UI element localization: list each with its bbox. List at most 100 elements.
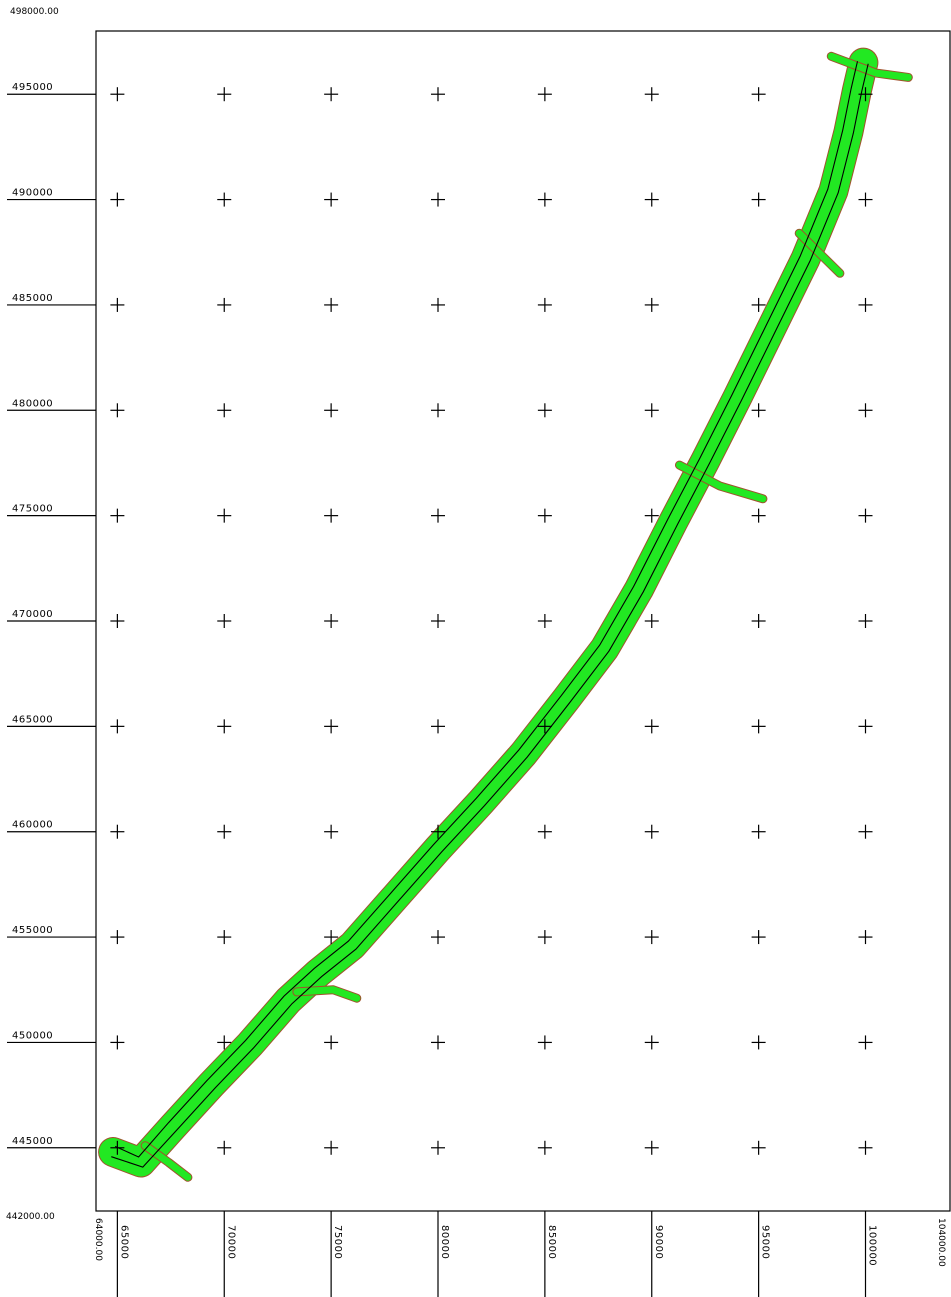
x-tick-label: 90000 (653, 1225, 664, 1259)
grid-cross-markers (110, 87, 873, 1155)
grid-cross (858, 719, 873, 734)
grid-cross (751, 297, 766, 312)
corridor-branch (827, 52, 912, 81)
grid-cross (858, 403, 873, 418)
grid-cross (751, 614, 766, 628)
grid-cross (858, 192, 873, 207)
x-tick-label: 80000 (439, 1225, 450, 1259)
x-tick-label: 75000 (332, 1225, 343, 1259)
grid-cross (537, 403, 552, 418)
grid-cross (858, 508, 873, 523)
grid-cross (217, 87, 232, 102)
grid-cross (324, 1035, 339, 1050)
grid-cross (217, 930, 232, 945)
grid-cross (858, 614, 873, 628)
y-tick-label: 455000 (12, 925, 53, 936)
y-tick-label: 450000 (12, 1030, 53, 1041)
grid-cross (431, 719, 445, 734)
grid-cross (431, 508, 445, 523)
grid-cross (537, 824, 552, 839)
y-tick-label: 460000 (12, 820, 53, 831)
grid-cross (644, 930, 659, 945)
grid-cross (324, 719, 339, 734)
grid-cross (537, 1140, 552, 1155)
grid-cross (431, 614, 445, 628)
y-tick-label: 445000 (12, 1136, 53, 1147)
corner-label-y-max: 498000.00 (10, 7, 59, 17)
grid-cross (324, 614, 339, 628)
grid-cross (751, 1140, 766, 1155)
grid-cross (324, 87, 339, 102)
y-tick-label: 495000 (12, 82, 53, 93)
y-tick-label: 480000 (12, 398, 53, 409)
grid-cross (644, 719, 659, 734)
grid-cross (217, 508, 232, 523)
grid-cross (644, 403, 659, 418)
grid-cross (110, 192, 125, 207)
grid-cross (751, 87, 766, 102)
y-tick-label: 475000 (12, 504, 53, 515)
grid-cross (858, 297, 873, 312)
corridor-edge-line (114, 61, 859, 1158)
axis-layer: 495000 490000 485000 480000 475000 470000 4650… (7, 82, 878, 1297)
grid-cross (858, 824, 873, 839)
grid-cross (217, 403, 232, 418)
grid-cross (431, 1140, 445, 1155)
grid-cross (431, 87, 445, 102)
grid-cross (324, 403, 339, 418)
grid-cross (644, 192, 659, 207)
grid-cross (751, 1035, 766, 1050)
grid-cross (110, 87, 125, 102)
y-tick-label: 470000 (12, 609, 53, 620)
corridor-branch (141, 1142, 192, 1181)
grid-cross (751, 192, 766, 207)
grid-cross (324, 930, 339, 945)
corridor-edge-line (111, 63, 869, 1168)
grid-cross (324, 1140, 339, 1155)
grid-cross (217, 192, 232, 207)
grid-cross (858, 930, 873, 945)
grid-cross (217, 824, 232, 839)
grid-cross (644, 824, 659, 839)
grid-cross (751, 719, 766, 734)
grid-cross (858, 87, 873, 102)
grid-cross (431, 930, 445, 945)
corner-label-x-max: 104000.00 (936, 1218, 946, 1267)
grid-cross (644, 614, 659, 628)
grid-cross (110, 297, 125, 312)
grid-cross (858, 1140, 873, 1155)
grid-cross (751, 508, 766, 523)
plot-border (95, 30, 951, 1212)
grid-cross (751, 930, 766, 945)
y-tick-label: 465000 (12, 714, 53, 725)
grid-cross (644, 1035, 659, 1050)
grid-cross (110, 930, 125, 945)
grid-cross (537, 719, 552, 734)
grid-cross (431, 192, 445, 207)
grid-cross (751, 824, 766, 839)
y-tick-label: 485000 (12, 293, 53, 304)
grid-cross (110, 614, 125, 628)
grid-cross (644, 87, 659, 102)
grid-cross (324, 824, 339, 839)
grid-cross (537, 614, 552, 628)
grid-cross (217, 1035, 232, 1050)
grid-cross (324, 508, 339, 523)
grid-cross (110, 719, 125, 734)
grid-cross (217, 1140, 232, 1155)
grid-cross (110, 1035, 125, 1050)
corner-label-y-min: 442000.00 (6, 1212, 55, 1222)
grid-cross (324, 192, 339, 207)
x-tick-label: 100000 (867, 1225, 878, 1266)
grid-cross (431, 403, 445, 418)
grid-cross (217, 614, 232, 628)
grid-cross (110, 403, 125, 418)
y-tick-label: 490000 (12, 188, 53, 199)
grid-cross (431, 824, 445, 839)
grid-cross (217, 719, 232, 734)
grid-cross (537, 1035, 552, 1050)
grid-cross (537, 192, 552, 207)
corridor-branch (293, 986, 361, 1002)
x-tick-label: 95000 (760, 1225, 771, 1259)
